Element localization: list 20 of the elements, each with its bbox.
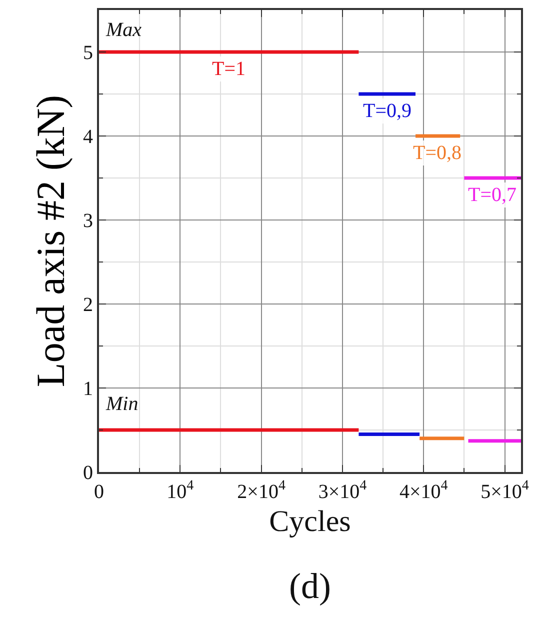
x-tick-label: 3×10$^{4}$ [318, 478, 367, 503]
series-label: T=0,7 [468, 184, 516, 206]
series-label: T=0,8 [413, 142, 462, 164]
x-tick-label: 2×10$^{4}$ [237, 478, 286, 503]
y-tick-label: 1 [83, 378, 93, 400]
x-tick-label: 5×10$^{4}$ [480, 478, 529, 503]
y-tick-label: 0 [83, 462, 93, 484]
y-tick-label: 4 [83, 126, 93, 148]
y-axis-title: Load axis #2 (kN) [28, 94, 73, 388]
x-axis-title: Cycles [269, 505, 351, 538]
y-tick-label: 2 [83, 294, 93, 316]
text: (d) [289, 566, 331, 606]
y-tick-label: 3 [83, 210, 93, 232]
series-label: T=0,9 [363, 100, 412, 122]
annotation: Max [105, 19, 142, 41]
annotation: Min [105, 393, 138, 415]
y-tick-label: 5 [83, 42, 93, 64]
x-tick-label: 4×10$^{4}$ [399, 478, 448, 503]
series-label: T=1 [212, 58, 246, 80]
x-tick-label: 10$^{4}$ [166, 478, 194, 503]
